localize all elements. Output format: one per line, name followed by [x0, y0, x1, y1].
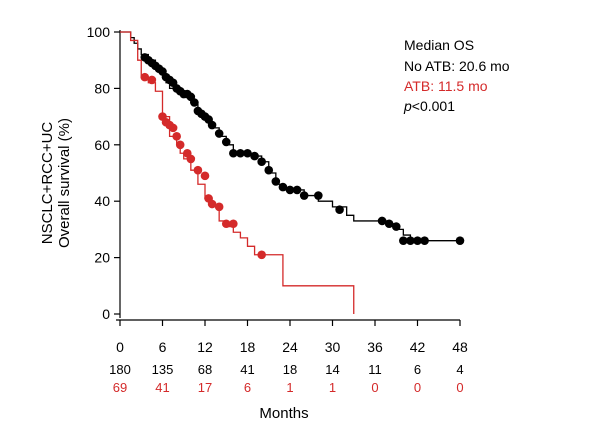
- censor-point: [384, 219, 394, 229]
- x-tick-label: 48: [452, 339, 468, 355]
- censor-point: [399, 236, 408, 245]
- censor-marks: [140, 53, 465, 260]
- risk-count: 41: [240, 362, 254, 377]
- y-tick-label: 40: [94, 193, 110, 209]
- p-label: p: [403, 98, 412, 114]
- y-tick-label: 100: [87, 24, 111, 40]
- risk-count: 6: [244, 380, 251, 395]
- risk-count: 180: [109, 362, 131, 377]
- risk-count: 18: [283, 362, 297, 377]
- censor-point: [243, 148, 252, 158]
- legend-entry: ATB: 11.5 mo: [404, 78, 488, 94]
- risk-count: 0: [414, 380, 421, 395]
- risk-count: 0: [456, 380, 463, 395]
- legend: Median OS No ATB: 20.6 mo ATB: 11.5 mo p<0.…: [403, 37, 510, 114]
- censor-point: [200, 171, 210, 181]
- censor-point: [278, 182, 288, 192]
- risk-count: 4: [456, 362, 463, 377]
- legend-entry: No ATB: 20.6 mo: [404, 58, 510, 74]
- p-value: <0.001: [412, 98, 455, 114]
- censor-point: [420, 236, 429, 245]
- p-value-text: p<0.001: [403, 98, 455, 114]
- censor-point: [299, 191, 309, 200]
- censor-point: [271, 177, 281, 186]
- censor-point: [377, 216, 387, 226]
- risk-count: 135: [152, 362, 174, 377]
- survival-curves: [120, 31, 460, 314]
- censor-point: [335, 205, 344, 214]
- risk-count: 0: [371, 380, 378, 395]
- x-tick-label: 30: [325, 339, 341, 355]
- censor-point: [207, 120, 217, 130]
- risk-table: 180 135 68 41 18 14 11 6 469 41 17 6 1 1 0 0 0: [109, 362, 463, 395]
- censor-point: [264, 165, 274, 175]
- censor-point: [207, 199, 217, 209]
- censor-point: [229, 219, 238, 229]
- x-tick-label: 36: [367, 339, 383, 355]
- y-axis-label: Overall survival (%): [56, 118, 73, 248]
- risk-count: 69: [113, 380, 127, 395]
- x-tick-label: 12: [197, 339, 213, 355]
- y-tick-label: 60: [94, 137, 110, 153]
- y-tick-label: 80: [94, 80, 110, 96]
- x-axis-label: Months: [259, 405, 308, 422]
- censor-point: [229, 148, 238, 158]
- risk-count: 1: [329, 380, 336, 395]
- risk-count: 68: [198, 362, 212, 377]
- x-tick-label: 18: [240, 339, 256, 355]
- risk-count: 17: [198, 380, 212, 395]
- censor-point: [147, 75, 157, 85]
- censor-point: [236, 148, 245, 158]
- series-line-atb: [120, 31, 355, 314]
- censor-point: [406, 236, 415, 245]
- censor-point: [413, 236, 422, 245]
- censor-point: [455, 236, 465, 245]
- y-tick-label: 20: [94, 250, 110, 266]
- censor-point: [214, 129, 224, 138]
- x-tick-label: 6: [159, 339, 167, 355]
- censor-point: [186, 154, 196, 164]
- censor-point: [221, 219, 231, 229]
- censor-point: [285, 185, 295, 195]
- legend-title: Median OS: [404, 37, 474, 53]
- censor-point: [221, 137, 231, 147]
- x-tick-label: 24: [282, 339, 298, 355]
- x-tick-label: 42: [410, 339, 426, 355]
- censor-point: [314, 191, 323, 200]
- censor-point: [140, 72, 150, 82]
- y-axis-label: NSCLC+RCC+UC: [39, 122, 56, 245]
- censor-point: [214, 202, 224, 212]
- censor-point: [292, 185, 302, 195]
- risk-count: 11: [368, 362, 382, 377]
- y-tick-label: 0: [102, 306, 110, 322]
- censor-point: [391, 222, 401, 231]
- censor-point: [172, 132, 181, 141]
- censor-point: [190, 98, 199, 107]
- risk-count: 41: [155, 380, 169, 395]
- risk-count: 6: [414, 362, 421, 377]
- censor-point: [250, 151, 259, 161]
- x-tick-label: 0: [116, 339, 124, 355]
- risk-count: 14: [325, 362, 339, 377]
- censor-point: [175, 140, 185, 150]
- censor-point: [257, 157, 266, 167]
- censor-point: [168, 123, 178, 133]
- censor-point: [193, 165, 203, 175]
- censor-point: [257, 250, 266, 260]
- risk-count: 1: [286, 380, 293, 395]
